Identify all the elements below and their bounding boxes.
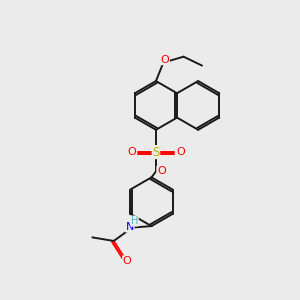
Text: O: O [157, 167, 166, 176]
Text: O: O [160, 55, 169, 64]
Text: S: S [152, 146, 160, 159]
Text: O: O [176, 147, 185, 157]
Text: H: H [131, 216, 138, 226]
Text: N: N [126, 222, 134, 232]
Text: O: O [123, 256, 131, 266]
Text: O: O [127, 147, 136, 157]
